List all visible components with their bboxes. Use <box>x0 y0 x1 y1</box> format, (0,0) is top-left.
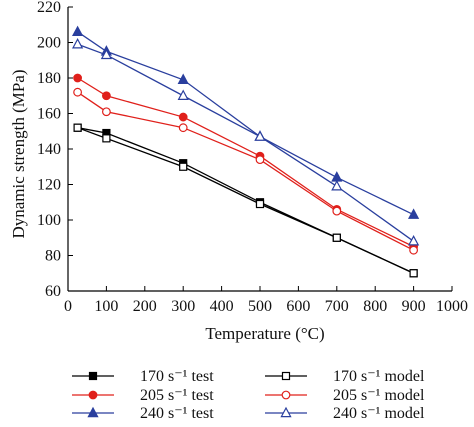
data-point <box>71 25 84 37</box>
x-tick-label: 1000 <box>436 298 468 315</box>
series-line <box>77 43 414 242</box>
y-tick-label: 60 <box>45 283 61 300</box>
x-tick-label: 200 <box>133 298 157 315</box>
x-tick-label: 400 <box>210 298 234 315</box>
legend-label: 170 s⁻¹ model <box>333 368 425 385</box>
legend-item: 170 s⁻¹ model <box>265 368 425 385</box>
data-point <box>177 73 189 84</box>
x-tick-label: 300 <box>171 298 195 315</box>
series-line <box>77 77 414 248</box>
x-tick-label: 700 <box>325 298 349 315</box>
legend-item: 205 s⁻¹ model <box>265 387 425 404</box>
legend-marker <box>87 406 99 418</box>
legend-marker <box>88 390 98 400</box>
legend-item: 240 s⁻¹ test <box>72 405 214 422</box>
data-point <box>71 38 84 49</box>
series-6 <box>71 38 420 246</box>
x-axis-title: Temperature (°C) <box>205 324 324 343</box>
series-1 <box>73 123 418 278</box>
data-point <box>178 112 188 122</box>
data-point <box>73 73 82 83</box>
y-tick-label: 140 <box>37 141 61 158</box>
series-line <box>77 31 414 216</box>
data-point <box>255 199 265 209</box>
series-line <box>77 127 414 274</box>
y-tick-label: 220 <box>37 0 61 16</box>
x-tick-label: 900 <box>402 298 426 315</box>
legend-label: 170 s⁻¹ test <box>140 368 214 385</box>
data-point <box>332 206 342 216</box>
data-point <box>101 107 111 117</box>
series-5 <box>73 87 419 255</box>
data-point <box>332 233 341 242</box>
y-tick-label: 180 <box>37 70 61 87</box>
plot-area <box>71 25 420 278</box>
series-2 <box>73 73 419 252</box>
data-point <box>409 269 418 278</box>
legend-marker <box>281 371 291 381</box>
y-tick-label: 100 <box>37 212 61 229</box>
x-tick-label: 600 <box>286 298 310 315</box>
data-point <box>101 91 111 101</box>
y-tick-label: 120 <box>37 177 61 194</box>
data-point <box>255 155 265 165</box>
data-point <box>407 208 420 219</box>
legend-marker <box>88 371 98 381</box>
y-tick-label: 200 <box>37 35 61 52</box>
y-tick-label: 80 <box>45 248 61 265</box>
series-line <box>77 91 414 251</box>
legend-marker <box>280 406 292 418</box>
x-tick-label: 0 <box>64 298 72 315</box>
data-point <box>331 180 343 191</box>
x-tick-label: 100 <box>94 298 118 315</box>
data-point <box>254 130 266 141</box>
legend-label: 205 s⁻¹ model <box>333 387 425 404</box>
series-line <box>77 127 414 274</box>
data-point <box>331 171 343 182</box>
x-axis: 0 100 200 300 400 500 600 700 800 900 1000 <box>64 286 468 315</box>
legend-label: 240 s⁻¹ test <box>140 405 214 422</box>
data-point <box>177 89 189 100</box>
data-point <box>179 162 188 171</box>
legend-label: 240 s⁻¹ model <box>333 405 425 422</box>
legend-item: 240 s⁻¹ model <box>265 405 425 422</box>
data-point <box>73 123 82 132</box>
data-point <box>409 245 419 255</box>
legend-item: 170 s⁻¹ test <box>72 368 214 385</box>
legend-item: 205 s⁻¹ test <box>72 387 214 404</box>
data-point <box>178 123 188 133</box>
data-point <box>407 235 420 246</box>
x-tick-label: 800 <box>363 298 387 315</box>
legend-marker <box>281 390 291 400</box>
y-tick-label: 160 <box>37 106 61 123</box>
data-point <box>102 134 111 143</box>
data-point <box>73 87 82 97</box>
series-4 <box>73 123 418 278</box>
legend-label: 205 s⁻¹ test <box>140 387 214 404</box>
data-point <box>100 48 113 60</box>
y-axis-title: Dynamic strength (MPa) <box>9 69 28 238</box>
x-tick-label: 500 <box>248 298 272 315</box>
series-3 <box>71 25 420 219</box>
y-axis: 60 80 100 120 140 160 180 200 220 <box>37 0 73 300</box>
